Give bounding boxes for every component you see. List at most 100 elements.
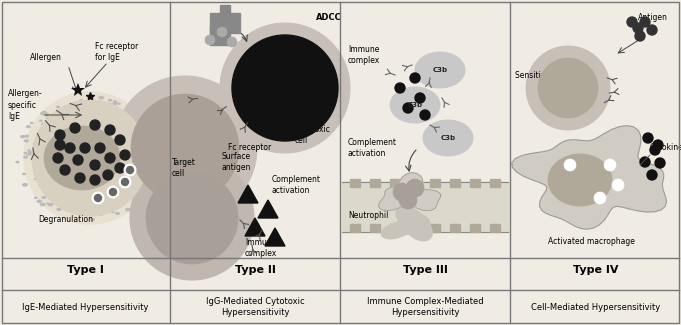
Ellipse shape [43, 130, 46, 131]
Ellipse shape [640, 17, 650, 27]
Ellipse shape [42, 111, 46, 113]
Ellipse shape [68, 108, 71, 110]
Ellipse shape [106, 201, 110, 202]
Ellipse shape [153, 141, 157, 143]
Ellipse shape [403, 103, 413, 113]
Ellipse shape [138, 131, 140, 132]
Ellipse shape [653, 140, 663, 150]
Ellipse shape [152, 163, 154, 164]
Ellipse shape [38, 137, 42, 139]
Ellipse shape [129, 188, 131, 189]
Ellipse shape [144, 154, 147, 156]
Ellipse shape [129, 112, 133, 114]
Bar [470, 179, 480, 187]
Ellipse shape [137, 196, 141, 198]
Ellipse shape [647, 170, 657, 180]
Ellipse shape [24, 92, 156, 224]
Ellipse shape [63, 206, 67, 209]
Ellipse shape [121, 198, 124, 200]
Ellipse shape [157, 159, 161, 161]
Ellipse shape [75, 173, 85, 183]
Ellipse shape [127, 111, 131, 113]
Ellipse shape [80, 143, 90, 153]
Ellipse shape [612, 179, 624, 191]
Ellipse shape [25, 135, 29, 137]
Ellipse shape [95, 143, 105, 153]
Ellipse shape [53, 153, 63, 163]
Ellipse shape [117, 115, 120, 116]
Bar [350, 224, 360, 232]
Ellipse shape [112, 203, 116, 205]
Ellipse shape [74, 102, 77, 104]
Ellipse shape [406, 179, 424, 197]
Ellipse shape [43, 189, 48, 191]
Polygon shape [245, 218, 265, 236]
Ellipse shape [142, 124, 144, 126]
Ellipse shape [80, 100, 82, 101]
Bar [450, 224, 460, 232]
Ellipse shape [131, 94, 239, 202]
Ellipse shape [66, 204, 69, 206]
Bar [430, 224, 440, 232]
Text: Antigen: Antigen [638, 14, 668, 22]
Ellipse shape [28, 150, 30, 151]
Text: Complement
activation: Complement activation [348, 138, 397, 158]
Ellipse shape [60, 165, 70, 175]
Ellipse shape [643, 133, 653, 143]
Ellipse shape [114, 108, 118, 109]
Ellipse shape [423, 120, 473, 156]
Ellipse shape [647, 25, 657, 35]
Ellipse shape [113, 76, 257, 220]
Ellipse shape [220, 23, 350, 153]
Ellipse shape [16, 162, 19, 163]
Ellipse shape [49, 190, 53, 192]
Ellipse shape [103, 212, 105, 213]
Text: Allergen-
specific
IgE: Allergen- specific IgE [8, 89, 43, 121]
Ellipse shape [158, 170, 161, 172]
Ellipse shape [399, 191, 417, 209]
Bar [220, 25, 230, 45]
Text: Type II: Type II [235, 265, 276, 275]
Ellipse shape [564, 159, 576, 171]
Ellipse shape [22, 173, 25, 175]
Ellipse shape [61, 119, 64, 120]
Text: Cell-Mediated Hypersensitivity: Cell-Mediated Hypersensitivity [531, 303, 661, 311]
Text: Fc receptor: Fc receptor [228, 144, 271, 152]
Ellipse shape [80, 106, 84, 108]
Ellipse shape [57, 208, 61, 210]
Ellipse shape [90, 120, 100, 130]
Ellipse shape [420, 110, 430, 120]
Text: Degranulation: Degranulation [38, 215, 93, 225]
Text: Allergen: Allergen [30, 54, 62, 62]
Ellipse shape [89, 209, 93, 211]
Polygon shape [258, 200, 278, 218]
Ellipse shape [58, 196, 63, 199]
Ellipse shape [655, 158, 665, 168]
Ellipse shape [108, 103, 112, 105]
Ellipse shape [395, 83, 405, 93]
Polygon shape [265, 228, 285, 246]
Ellipse shape [113, 102, 117, 104]
Ellipse shape [107, 186, 119, 198]
Ellipse shape [53, 193, 57, 196]
Ellipse shape [627, 17, 637, 27]
Ellipse shape [27, 126, 30, 128]
Ellipse shape [151, 171, 155, 173]
Ellipse shape [205, 35, 215, 45]
Bar [350, 179, 360, 187]
Ellipse shape [154, 178, 157, 180]
Text: Immune
complex: Immune complex [348, 45, 380, 65]
Ellipse shape [88, 211, 91, 212]
Ellipse shape [124, 117, 127, 118]
Ellipse shape [157, 137, 161, 140]
Ellipse shape [54, 119, 57, 121]
Ellipse shape [410, 73, 420, 83]
Ellipse shape [217, 27, 227, 37]
Bar [220, 5, 230, 25]
Ellipse shape [124, 117, 127, 119]
Ellipse shape [45, 127, 47, 129]
Ellipse shape [35, 178, 38, 180]
Polygon shape [512, 125, 667, 229]
Ellipse shape [130, 123, 133, 124]
Ellipse shape [108, 99, 112, 101]
